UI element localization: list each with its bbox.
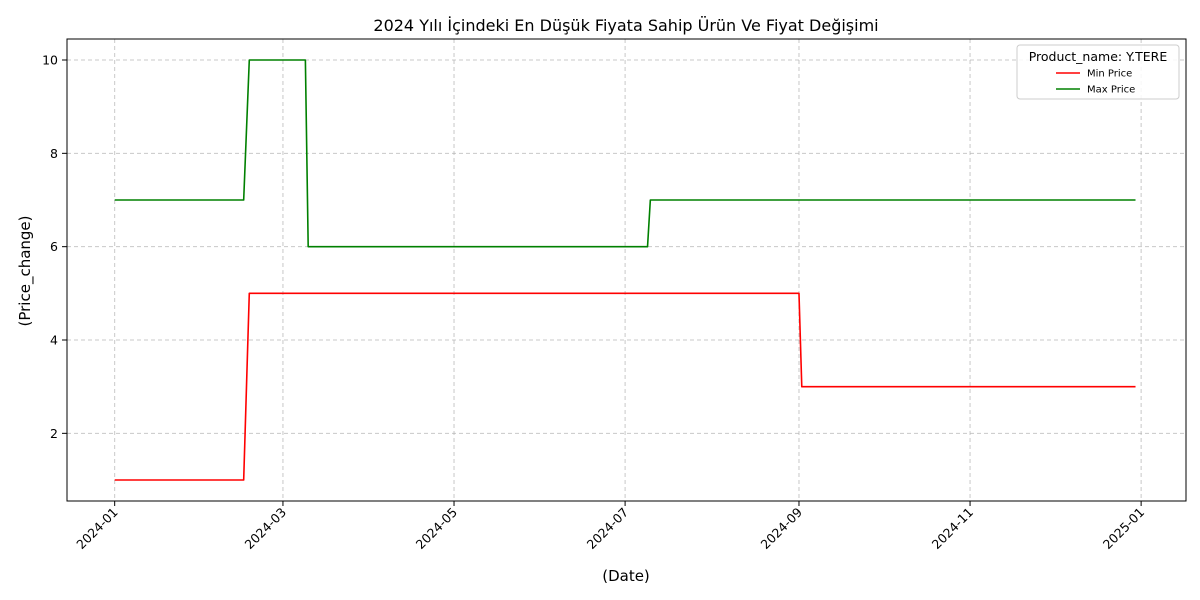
legend-box <box>1016 44 1180 100</box>
y-axis-label: (Price_change) <box>16 216 35 327</box>
legend-label-max-price: Max Price <box>1087 85 1135 96</box>
grid-lines <box>67 39 1186 501</box>
legend-title: Product_name: Y.TERE <box>1029 49 1168 64</box>
y-tick-label: 4 <box>50 333 58 348</box>
y-tick-label: 10 <box>42 53 58 68</box>
chart-title: 2024 Yılı İçindeki En Düşük Fiyata Sahip… <box>373 16 878 35</box>
series-lines <box>114 59 1136 481</box>
max-price-line <box>114 59 1136 248</box>
y-tick-label: 2 <box>50 426 58 441</box>
plot-area-frame <box>66 38 1187 502</box>
legend: Product_name: Y.TERE Min Price Max Price <box>1016 44 1180 100</box>
y-tick-label: 6 <box>50 239 58 254</box>
y-axis: 2 4 6 8 10 <box>42 53 67 441</box>
legend-label-min-price: Min Price <box>1087 69 1132 80</box>
min-price-line <box>114 292 1136 481</box>
x-axis-label: (Date) <box>602 567 650 585</box>
y-tick-label: 8 <box>50 146 58 161</box>
